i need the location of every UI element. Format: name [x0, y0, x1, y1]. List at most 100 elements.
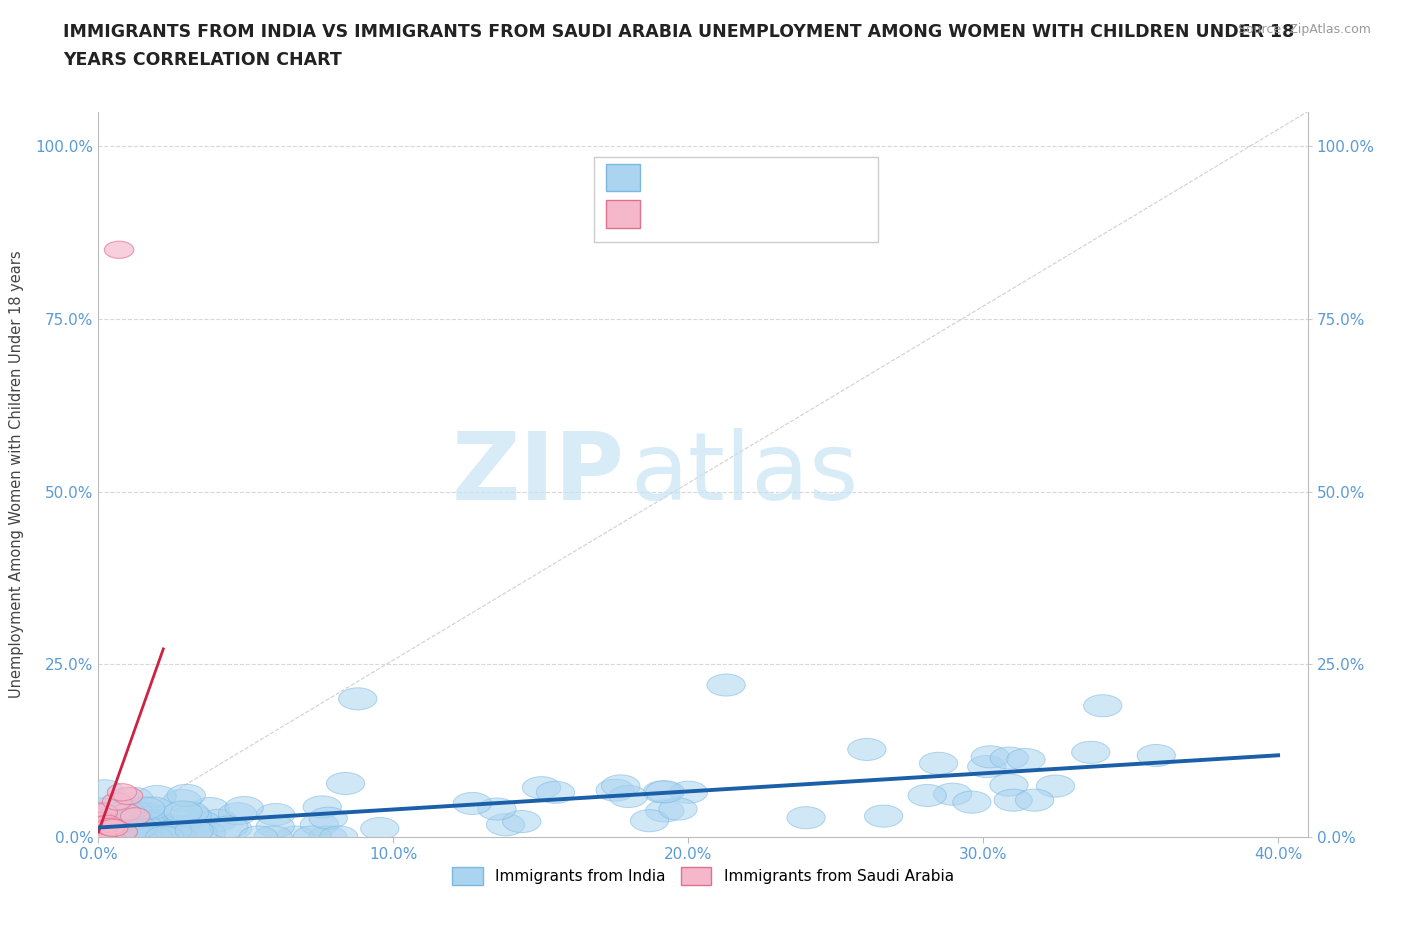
Ellipse shape [1071, 741, 1109, 764]
Ellipse shape [118, 817, 157, 839]
Ellipse shape [94, 824, 124, 841]
Ellipse shape [87, 824, 117, 842]
Ellipse shape [90, 817, 120, 834]
Ellipse shape [134, 804, 172, 827]
Ellipse shape [136, 809, 174, 831]
Ellipse shape [103, 809, 141, 831]
Ellipse shape [89, 829, 118, 845]
Ellipse shape [103, 826, 142, 848]
Ellipse shape [134, 797, 173, 819]
Ellipse shape [163, 790, 201, 812]
Ellipse shape [87, 812, 117, 830]
Ellipse shape [118, 826, 157, 848]
Ellipse shape [191, 798, 229, 819]
Ellipse shape [104, 822, 142, 844]
Ellipse shape [707, 674, 745, 696]
Ellipse shape [97, 800, 135, 822]
Ellipse shape [114, 801, 152, 822]
Ellipse shape [131, 826, 169, 848]
Ellipse shape [138, 786, 176, 807]
Ellipse shape [787, 806, 825, 829]
Text: ZIP: ZIP [451, 429, 624, 520]
Ellipse shape [98, 819, 128, 837]
Ellipse shape [953, 791, 991, 813]
Ellipse shape [1007, 749, 1045, 771]
Ellipse shape [125, 803, 165, 825]
Ellipse shape [115, 788, 153, 809]
Ellipse shape [111, 826, 149, 848]
Ellipse shape [127, 797, 165, 819]
Ellipse shape [160, 816, 200, 838]
Ellipse shape [478, 798, 516, 820]
Ellipse shape [87, 816, 117, 833]
Ellipse shape [111, 804, 141, 821]
Ellipse shape [124, 806, 162, 829]
Ellipse shape [453, 792, 492, 815]
Ellipse shape [153, 819, 191, 842]
Ellipse shape [146, 815, 186, 837]
Ellipse shape [972, 746, 1010, 768]
Ellipse shape [125, 826, 163, 848]
Ellipse shape [176, 819, 214, 842]
Ellipse shape [87, 817, 117, 834]
Ellipse shape [112, 826, 152, 848]
Ellipse shape [609, 786, 648, 807]
Ellipse shape [181, 811, 219, 833]
Ellipse shape [309, 807, 347, 830]
Ellipse shape [304, 796, 342, 818]
Ellipse shape [1137, 744, 1175, 766]
Ellipse shape [214, 817, 252, 840]
Ellipse shape [96, 818, 125, 835]
Text: R = 0.355    N = 112: R = 0.355 N = 112 [648, 163, 821, 180]
Ellipse shape [596, 779, 634, 802]
Ellipse shape [134, 826, 172, 848]
Ellipse shape [96, 810, 135, 831]
Ellipse shape [127, 811, 166, 833]
Ellipse shape [1015, 790, 1053, 811]
Ellipse shape [98, 811, 138, 833]
Ellipse shape [967, 755, 1005, 777]
Ellipse shape [277, 826, 315, 848]
Ellipse shape [502, 810, 541, 832]
Ellipse shape [669, 781, 707, 804]
Ellipse shape [87, 829, 117, 845]
FancyBboxPatch shape [595, 156, 879, 242]
Ellipse shape [1036, 775, 1074, 797]
Ellipse shape [187, 822, 225, 844]
Ellipse shape [89, 817, 118, 833]
Ellipse shape [848, 738, 886, 761]
Ellipse shape [129, 810, 167, 832]
Ellipse shape [84, 826, 124, 848]
Ellipse shape [294, 826, 332, 848]
Ellipse shape [87, 829, 117, 845]
Ellipse shape [536, 781, 575, 804]
Ellipse shape [225, 796, 263, 818]
Text: R =  0.187    N = 24: R = 0.187 N = 24 [648, 199, 817, 217]
Ellipse shape [165, 801, 202, 823]
Ellipse shape [104, 241, 134, 259]
Ellipse shape [159, 826, 197, 848]
Ellipse shape [920, 752, 957, 775]
Ellipse shape [108, 823, 138, 841]
Ellipse shape [170, 802, 208, 824]
Ellipse shape [174, 821, 212, 844]
Legend: Immigrants from India, Immigrants from Saudi Arabia: Immigrants from India, Immigrants from S… [446, 861, 960, 891]
Ellipse shape [122, 822, 160, 844]
Ellipse shape [89, 829, 118, 845]
Ellipse shape [990, 747, 1029, 769]
Ellipse shape [120, 821, 157, 844]
Ellipse shape [301, 814, 339, 836]
Ellipse shape [209, 816, 247, 838]
Ellipse shape [256, 816, 294, 838]
Ellipse shape [121, 807, 150, 825]
Ellipse shape [339, 688, 377, 710]
Ellipse shape [643, 781, 682, 803]
Ellipse shape [630, 810, 669, 831]
Ellipse shape [107, 801, 145, 823]
Ellipse shape [121, 826, 159, 848]
Ellipse shape [200, 809, 238, 831]
Ellipse shape [83, 798, 121, 820]
Ellipse shape [114, 788, 143, 804]
Ellipse shape [82, 816, 121, 838]
Y-axis label: Unemployment Among Women with Children Under 18 years: Unemployment Among Women with Children U… [10, 250, 24, 698]
